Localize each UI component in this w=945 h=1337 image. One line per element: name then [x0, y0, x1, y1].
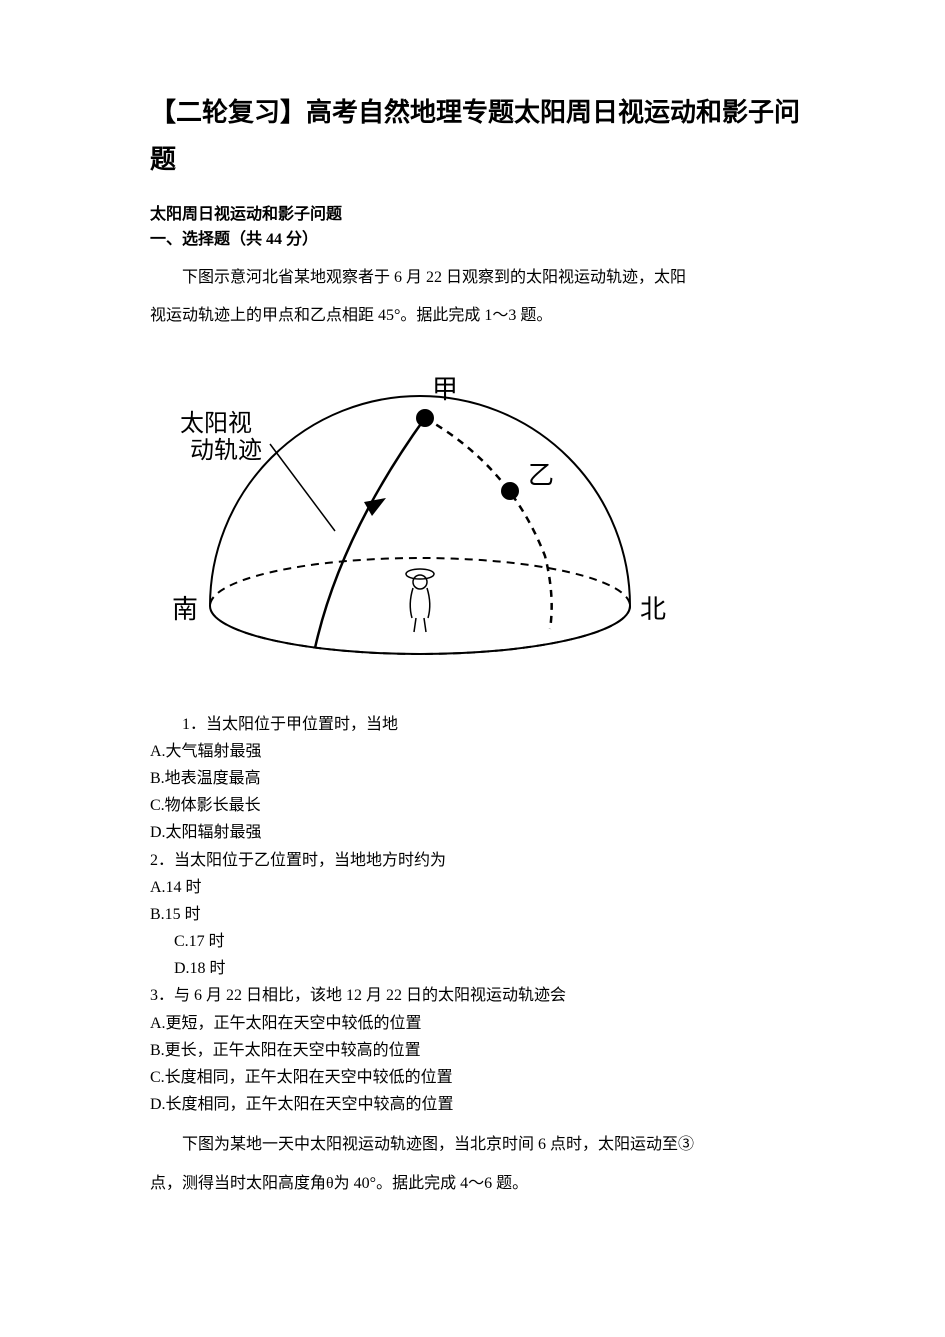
- q2-option-a: A.14 时: [150, 874, 825, 901]
- label-leader-line: [270, 444, 335, 531]
- label-south: 南: [172, 595, 198, 624]
- point-yi: [501, 482, 519, 500]
- q3-option-c: C.长度相同，正午太阳在天空中较低的位置: [150, 1064, 825, 1091]
- intro2-line1: 下图为某地一天中太阳视运动轨迹图，当北京时间 6 点时，太阳运动至③: [150, 1126, 825, 1164]
- ground-ellipse-front: [210, 606, 630, 654]
- q3-option-d: D.长度相同，正午太阳在天空中较高的位置: [150, 1091, 825, 1118]
- observer-figure: [406, 569, 434, 632]
- page: 【二轮复习】高考自然地理专题太阳周日视运动和影子问题 太阳周日视运动和影子问题 …: [0, 0, 945, 1263]
- q3-option-a: A.更短，正午太阳在天空中较低的位置: [150, 1010, 825, 1037]
- q1-option-c: C.物体影长最长: [150, 792, 825, 819]
- q1-option-b: B.地表温度最高: [150, 765, 825, 792]
- label-jia: 甲: [432, 375, 458, 404]
- q2-stem: 2．当太阳位于乙位置时，当地地方时约为: [150, 847, 825, 874]
- q1-option-d: D.太阳辐射最强: [150, 819, 825, 846]
- sun-path-diagram: 太阳视 动轨迹 甲 乙 南 北: [150, 356, 825, 691]
- intro-paragraph-line2: 视运动轨迹上的甲点和乙点相距 45°。据此完成 1～3 题。: [150, 297, 825, 335]
- section-heading: 一、选择题（共 44 分）: [150, 227, 825, 253]
- diagram-svg: 太阳视 动轨迹 甲 乙 南 北: [150, 356, 670, 686]
- point-jia: [416, 409, 434, 427]
- label-path-line1: 太阳视: [180, 410, 252, 437]
- q3-stem: 3．与 6 月 22 日相比，该地 12 月 22 日的太阳视运动轨迹会: [150, 982, 825, 1009]
- sun-path-solid: [315, 418, 425, 648]
- document-title: 【二轮复习】高考自然地理专题太阳周日视运动和影子问题: [150, 90, 825, 184]
- q2-option-b: B.15 时: [150, 901, 825, 928]
- label-yi: 乙: [528, 461, 554, 490]
- intro2-line2: 点，测得当时太阳高度角θ为 40°。据此完成 4～6 题。: [150, 1165, 825, 1203]
- q1-option-a: A.大气辐射最强: [150, 738, 825, 765]
- q3-option-b: B.更长，正午太阳在天空中较高的位置: [150, 1037, 825, 1064]
- sun-path-dashed: [425, 418, 552, 629]
- sun-path-arrow: [364, 498, 386, 516]
- intro-paragraph-line1: 下图示意河北省某地观察者于 6 月 22 日观察到的太阳视运动轨迹，太阳: [150, 259, 825, 297]
- label-north: 北: [640, 595, 666, 624]
- q2-option-c: C.17 时: [150, 928, 825, 955]
- label-path-line2: 动轨迹: [190, 437, 262, 464]
- q1-stem: 1．当太阳位于甲位置时，当地: [150, 711, 825, 738]
- subtitle: 太阳周日视运动和影子问题: [150, 202, 825, 228]
- q2-option-d: D.18 时: [150, 955, 825, 982]
